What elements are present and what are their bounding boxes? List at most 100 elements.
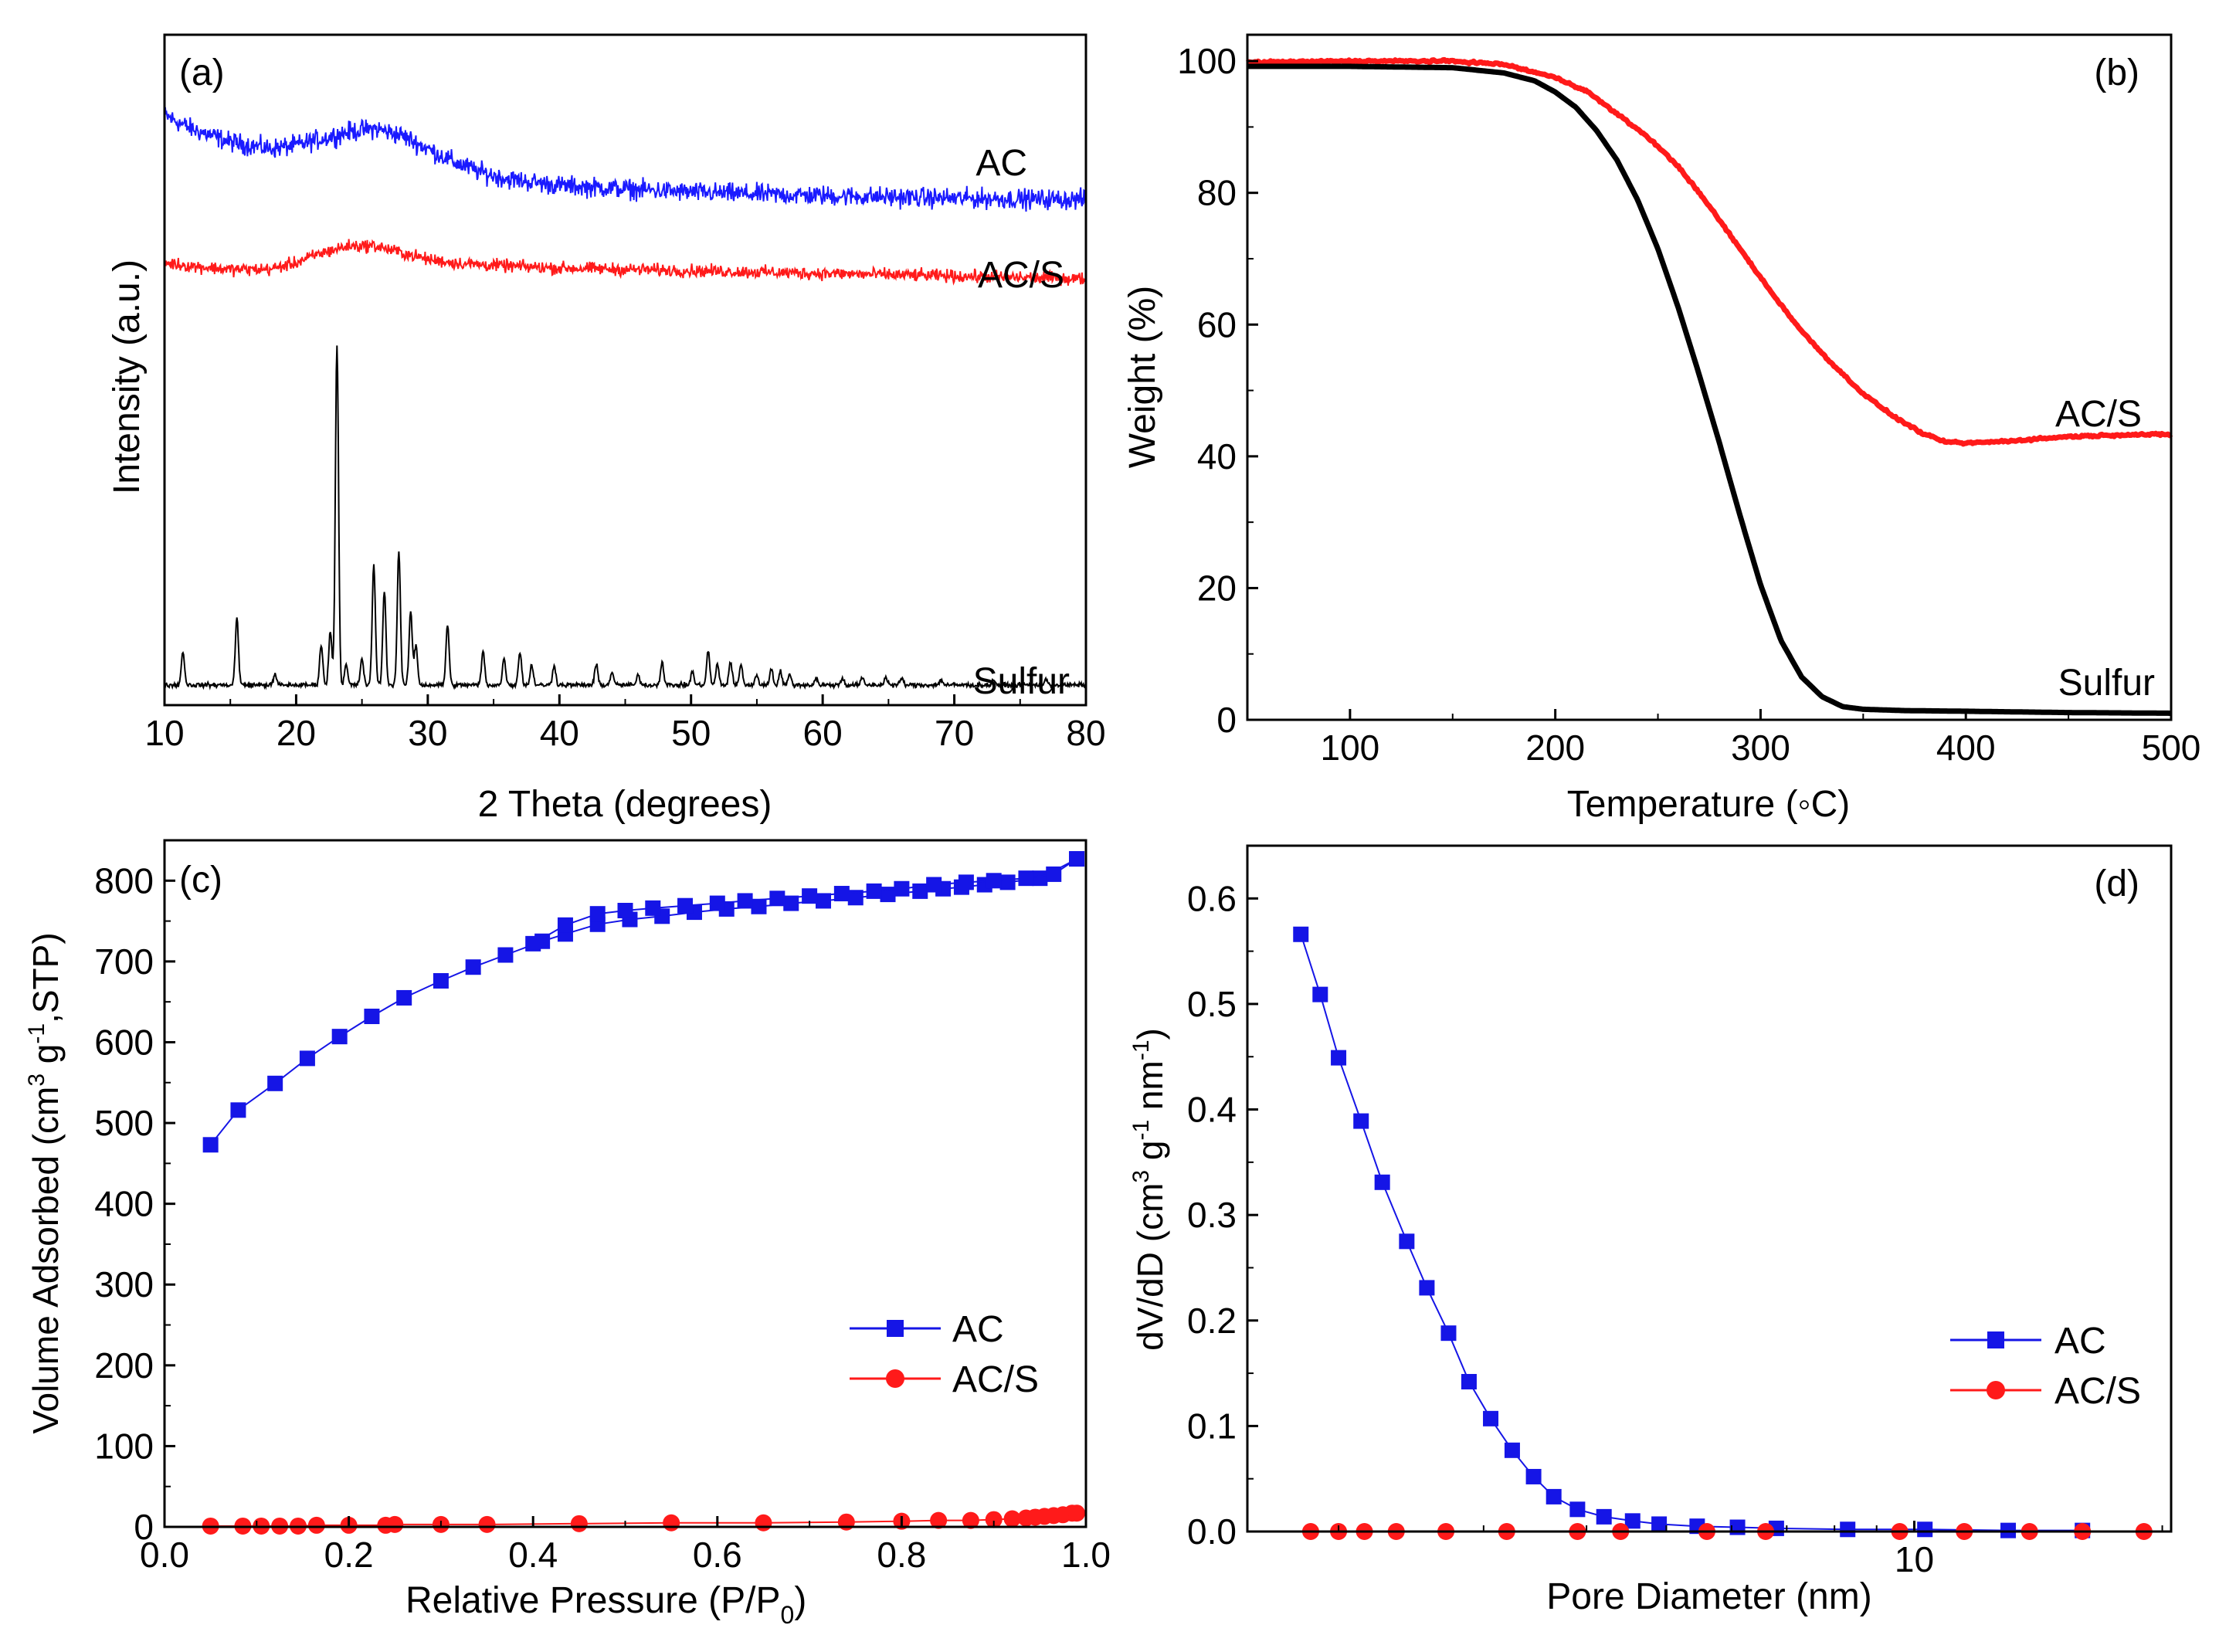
panel-b-xlabel: Temperature (◦C) xyxy=(1567,784,1850,825)
panel-c-series-1-point xyxy=(737,893,753,909)
panel-d-legend-ac-label: AC xyxy=(2054,1321,2106,1362)
panel-d-series-0-point xyxy=(1504,1442,1520,1458)
panel-d-legend-acs-label: AC/S xyxy=(2054,1371,2141,1412)
panel-d-series-0-point xyxy=(1917,1521,1933,1538)
panel-d-xlabel: Pore Diameter (nm) xyxy=(1546,1576,1871,1617)
y-tick-label: 500 xyxy=(94,1103,154,1143)
x-tick-label: 50 xyxy=(671,713,711,753)
panel-c-series-2-point xyxy=(478,1515,496,1533)
x-tick-label: 0.4 xyxy=(508,1535,558,1575)
panel-b: 100 200 300 400 500 0 20 40 60 80 100 (b) AC/S Sul… xyxy=(1122,33,2200,825)
y-tick-label: 300 xyxy=(94,1264,154,1304)
panel-c-ylabel-sup1: 3 xyxy=(24,1074,49,1087)
panel-b-frame xyxy=(1246,33,2173,721)
panel-c-series-1-point xyxy=(958,874,974,890)
panel-d-series-0-point xyxy=(1399,1233,1415,1250)
panel-c-series-0-point xyxy=(433,972,449,989)
panel-c-series-1-point xyxy=(677,897,694,914)
panel-c-series-2-point xyxy=(755,1514,772,1532)
panel-a-label: (a) xyxy=(179,53,225,93)
panel-c-series-0-point xyxy=(331,1029,348,1045)
panel-b-ticks: 100 200 300 400 500 0 20 40 60 80 100 xyxy=(1177,41,2200,768)
y-tick-label: 600 xyxy=(94,1022,154,1062)
y-tick-label: 0.0 xyxy=(1187,1511,1237,1552)
panel-c-series-1-point xyxy=(894,880,910,897)
panel-c-series-0-point xyxy=(847,890,864,906)
panel-c-legend: AC AC/S xyxy=(850,1309,1039,1400)
panel-d-series-0-point xyxy=(1545,1488,1562,1504)
panel-a-curve-label-ac: AC xyxy=(975,143,1027,184)
panel-c-series-layer xyxy=(202,851,1086,1535)
y-tick-label: 20 xyxy=(1197,568,1237,608)
panel-d-series-0-point xyxy=(1331,1050,1347,1066)
x-tick-label: 0.8 xyxy=(877,1535,926,1575)
panel-d-series-0-point xyxy=(1312,986,1328,1002)
y-tick-label: 400 xyxy=(94,1184,154,1224)
panel-d-ylabel-main: dV/dD (cm xyxy=(1130,1183,1170,1351)
panel-b-curve-label-acs: AC/S xyxy=(2055,394,2142,435)
panel-a-series-sulfur-line xyxy=(164,345,1087,691)
panel-c-ylabel-sup2: -1 xyxy=(24,1023,49,1044)
y-tick-label: 0 xyxy=(1216,700,1237,740)
panel-b-ylabel: Weight (%) xyxy=(1122,286,1163,469)
panel-c-ylabel-g: g xyxy=(25,1044,66,1074)
x-tick-label: 400 xyxy=(1936,728,1996,768)
x-tick-label: 70 xyxy=(935,713,974,753)
panel-c-series-1-point xyxy=(769,890,785,907)
panel-b-series-sulfur-line xyxy=(1246,63,2173,716)
panel-c-legend-ac-marker xyxy=(887,1320,904,1337)
panel-a-curve-label-sulfur: Sulfur xyxy=(973,661,1070,702)
panel-c-series-0-point xyxy=(299,1050,315,1067)
x-tick-label: 0.6 xyxy=(693,1535,742,1575)
panel-c-ticks: 0.0 0.2 0.4 0.6 0.8 1.0 0 100 200 300 400 500 600 700… xyxy=(94,840,1111,1575)
panel-d-ylabel-tail: ) xyxy=(1130,1028,1170,1040)
panel-c-series-0-point xyxy=(751,898,767,914)
panel-c-series-1-point xyxy=(645,900,661,916)
panel-d-ylabel: dV/dD (cm3 g-1 nm-1) xyxy=(1128,1028,1170,1351)
panel-c-series-1-point xyxy=(1018,870,1034,887)
panel-c-series-1-point xyxy=(833,886,850,902)
panel-c-series-2-point xyxy=(985,1511,1003,1528)
panel-c-xlabel-close: ) xyxy=(794,1580,806,1621)
panel-c-frame xyxy=(163,839,1087,1528)
panel-c-series-0-point xyxy=(999,874,1016,890)
panel-a-ylabel: Intensity (a.u.) xyxy=(107,260,148,494)
panel-d-frame xyxy=(1246,844,2173,1533)
panel-c-xlabel: Relative Pressure (P/P0) xyxy=(405,1580,806,1629)
y-tick-label: 0.2 xyxy=(1187,1301,1237,1341)
panel-d-ticks: 10 0.0 0.1 0.2 0.3 0.4 0.5 0.6 xyxy=(1187,845,2163,1579)
panel-c-series-1-point xyxy=(525,935,541,952)
panel-c-series-1-point xyxy=(926,877,942,893)
y-tick-label: 0.6 xyxy=(1187,878,1237,918)
panel-d-legend-acs-marker xyxy=(1987,1381,2005,1399)
y-tick-label: 0 xyxy=(134,1507,154,1547)
y-tick-label: 200 xyxy=(94,1345,154,1386)
panel-c-series-2-point xyxy=(930,1511,948,1529)
panel-c-series-1-point xyxy=(1046,866,1062,882)
panel-c-series-2-point xyxy=(1003,1510,1021,1528)
panel-c-series-1-point xyxy=(986,873,1002,889)
x-tick-label: 300 xyxy=(1731,728,1790,768)
y-tick-label: 0.1 xyxy=(1187,1406,1237,1446)
x-tick-label: 80 xyxy=(1066,713,1105,753)
panel-c-series-0-point xyxy=(364,1009,380,1025)
panel-d-ylabel-sup3: -1 xyxy=(1128,1040,1154,1060)
y-tick-label: 0.4 xyxy=(1187,1090,1237,1130)
panel-c-xlabel-main: Relative Pressure (P/P xyxy=(405,1580,781,1621)
panel-c-series-1-point xyxy=(709,895,725,911)
panel-a-xlabel: 2 Theta (degrees) xyxy=(478,784,772,825)
x-tick-label: 0.0 xyxy=(140,1535,189,1575)
panel-d-series-0-point xyxy=(1374,1174,1390,1190)
panel-a-ticks: 10 20 30 40 50 60 70 80 xyxy=(144,694,1106,753)
x-tick-label: 500 xyxy=(2142,728,2201,768)
y-tick-label: 800 xyxy=(94,860,154,901)
panel-c-series-2-point xyxy=(570,1515,588,1532)
panel-b-curve-label-sulfur: Sulfur xyxy=(2058,663,2155,704)
panel-b-label: (b) xyxy=(2094,53,2139,93)
panel-c-xlabel-sub: 0 xyxy=(781,1601,795,1629)
x-tick-label: 30 xyxy=(408,713,447,753)
panel-d-series-layer xyxy=(1293,926,2153,1540)
y-tick-label: 0.3 xyxy=(1187,1195,1237,1235)
panel-a-curve-label-acs: AC/S xyxy=(978,255,1064,296)
